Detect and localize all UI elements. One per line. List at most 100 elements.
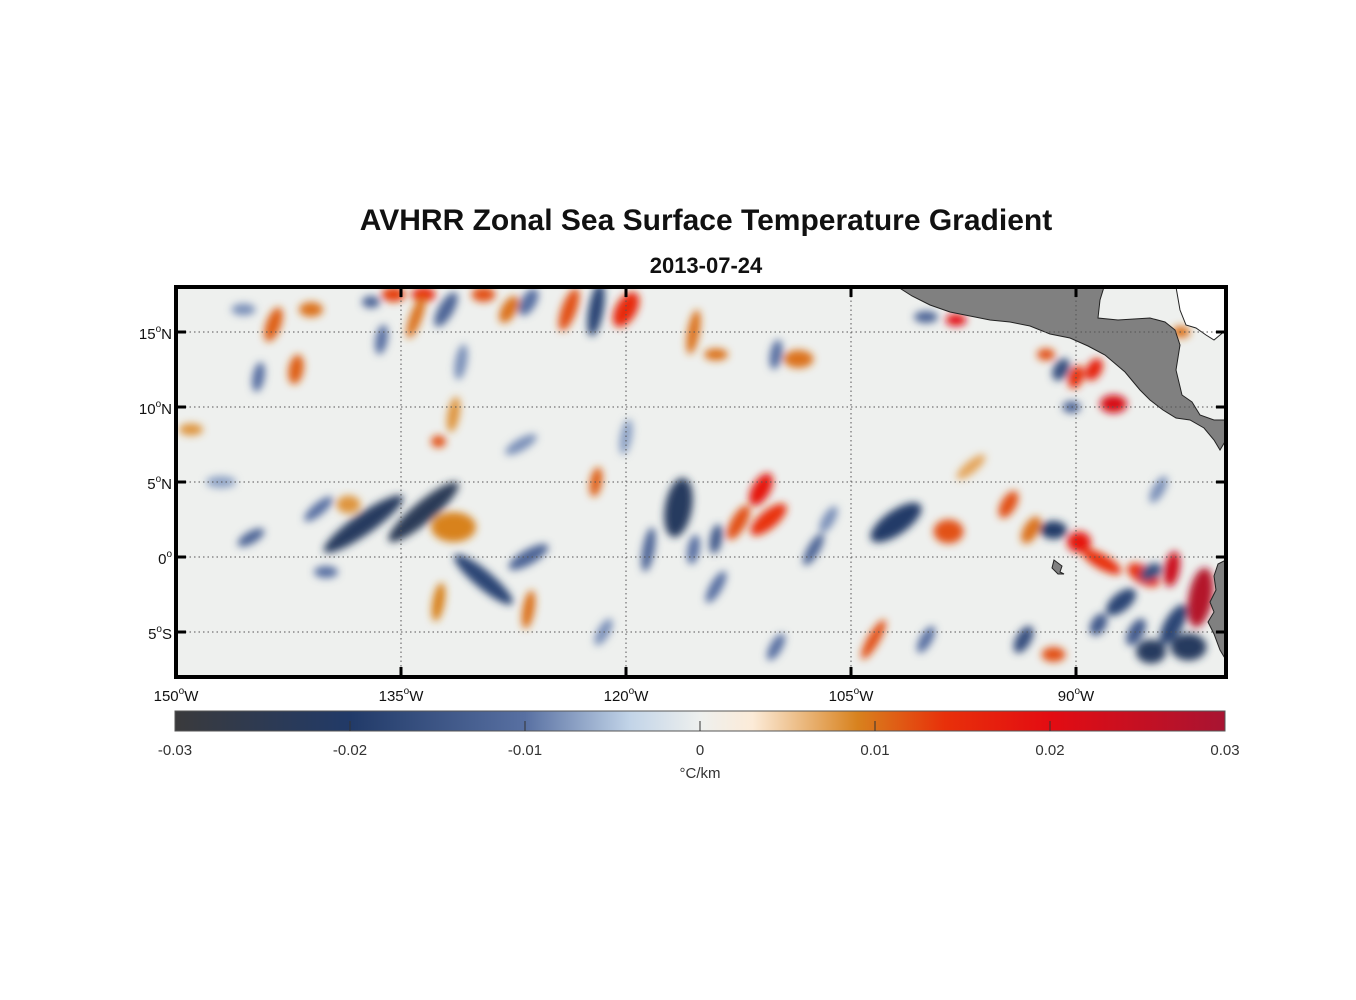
gradient-feature [471,287,496,302]
gradient-feature [1040,521,1067,539]
gradient-feature [518,288,539,316]
lon-label: 135oW [379,686,425,705]
gradient-feature [252,362,265,392]
gradient-feature [709,524,723,554]
gradient-feature [819,506,838,533]
gradient-feature [726,505,751,540]
gradient-feature [750,503,787,536]
gradient-feature [998,490,1019,519]
longitude-labels: 150oW 135oW 120oW 105oW 90oW [154,686,1095,705]
gradient-feature [1159,604,1188,645]
gradient-feature [1081,548,1122,575]
gradient-feature [362,296,380,308]
lon-label: 105oW [829,686,875,705]
colorbar-tick-label: -0.02 [333,742,367,759]
land-south-america [1207,559,1226,661]
colorbar-tick-label: 0.02 [1035,742,1064,759]
gradient-feature [431,512,476,542]
gradient-feature [1085,358,1103,381]
colorbar-tick-label: 0 [696,742,704,759]
gradient-feature [323,495,404,553]
gradient-feature [587,287,605,337]
latitude-labels: 15oN 10oN 5oN 0o 5oS [139,324,173,643]
gradient-feature [769,339,783,370]
gradient-feature [454,344,468,380]
colorbar-tick-label: 0.03 [1210,742,1239,759]
gradient-feature [861,619,886,660]
gradient-feature [704,348,728,361]
gradient-feature [1139,563,1163,581]
gradient-feature [434,292,458,327]
gradient-feature [299,302,323,317]
gradient-feature [803,533,824,566]
gradient-feature [431,435,446,448]
gradient-feature [945,314,967,326]
colorbar-tick-label: -0.03 [158,742,192,759]
gradient-feature [336,495,361,514]
gradient-feature [1021,516,1041,544]
gradient-feature [1170,633,1207,661]
gradient-feature [1100,395,1127,413]
map-area [176,287,1226,677]
gradient-feature [664,477,693,538]
gradient-feature [749,473,773,506]
gradient-feature [641,527,656,572]
colorbar-tick-label: 0.01 [860,742,889,759]
lat-label: 15oN [139,324,172,343]
gradient-feature [870,502,922,543]
gradient-feature [1089,613,1108,636]
gradient-feature [916,626,936,653]
lat-label: 10oN [139,399,172,418]
lat-label: 5oN [147,474,172,493]
gradient-feature [705,571,727,603]
gradient-feature [231,303,256,316]
gradient-feature [454,554,513,605]
gradient-feature [1163,551,1181,587]
map-subtitle: 2013-07-24 [649,253,763,278]
lat-label: 0o [158,549,172,568]
lon-label: 90oW [1058,686,1095,705]
lon-label: 150oW [154,686,200,705]
gradient-feature [1187,567,1214,628]
gradient-feature [406,295,426,339]
gradient-feature [375,324,388,355]
gradient-feature [1052,358,1070,381]
gradient-feature [1136,639,1166,664]
gradient-feature [388,481,459,543]
land-galapagos [1051,559,1065,575]
gradient-feature [431,582,446,622]
gradient-feature [783,350,814,368]
lat-label: 5oS [148,624,172,643]
gridlines [176,287,1226,677]
colorbar-tick-label: -0.01 [508,742,542,759]
gradient-feature [264,307,283,342]
gradient-feature [304,496,333,522]
axis-ticks [174,287,1226,677]
gradient-feature [499,295,519,324]
gradient-feature [288,354,304,385]
sst-gradient-field [179,287,1214,664]
gradient-feature [956,454,986,480]
gradient-feature [933,519,964,544]
map-title: AVHRR Zonal Sea Surface Temperature Grad… [359,204,1053,237]
colorbar-unit-label: °C/km [680,765,721,782]
gradient-feature [505,434,537,455]
gradient-feature [314,566,338,578]
gradient-feature [179,423,203,436]
gradient-feature [766,633,786,661]
land-caribbean-coast [1175,287,1226,341]
gradient-feature [237,528,265,547]
gradient-feature [1037,348,1055,361]
gradient-feature [411,287,436,302]
gradient-feature [1041,647,1066,662]
gradient-feature [1013,625,1034,654]
gradient-feature [1067,531,1091,553]
gradient-feature [1149,476,1168,503]
gradient-feature [558,288,580,331]
colorbar-ticks: -0.03 -0.02 -0.01 0 0.01 0.02 0.03 [158,721,1240,759]
gradient-feature [1106,588,1136,616]
gradient-feature [521,590,536,629]
lon-label: 120oW [604,686,650,705]
